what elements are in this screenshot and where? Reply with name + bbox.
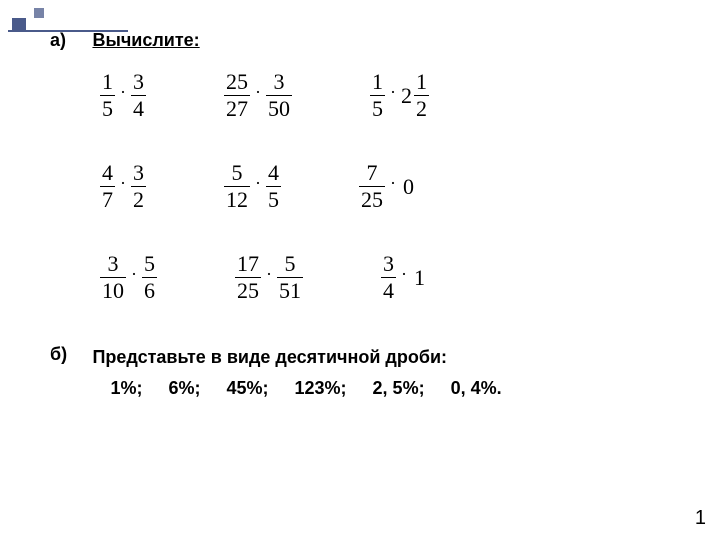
numerator: 3 — [381, 253, 396, 277]
numerator: 3 — [131, 71, 146, 95]
expression: 2527·350 — [224, 71, 292, 120]
denominator: 27 — [224, 95, 250, 120]
expression: 725·0 — [359, 162, 416, 211]
expression-row: 47·32512·45725·0 — [100, 162, 690, 211]
fraction: 15 — [370, 71, 385, 120]
multiply-dot: · — [115, 82, 131, 109]
denominator: 25 — [359, 186, 385, 211]
fraction: 551 — [277, 253, 303, 302]
integer: 1 — [412, 265, 427, 291]
expression: 34·1 — [381, 253, 427, 302]
square-icon-small — [34, 8, 44, 18]
percent-value: 0, 4%. — [451, 378, 502, 398]
section-b-title: Представьте в виде десятичной дроби: — [92, 347, 447, 367]
numerator: 1 — [100, 71, 115, 95]
expression: 1725·551 — [235, 253, 303, 302]
section-a: а) Вычислите: 15·342527·35015·21247·3251… — [50, 30, 690, 302]
percent-value: 6%; — [168, 378, 200, 398]
numerator: 5 — [283, 253, 298, 277]
mixed-number: 212 — [401, 71, 429, 120]
fraction: 45 — [266, 162, 281, 211]
denominator: 6 — [142, 277, 157, 302]
expression: 512·45 — [224, 162, 281, 211]
numerator: 3 — [106, 253, 121, 277]
denominator: 7 — [100, 186, 115, 211]
denominator: 4 — [381, 277, 396, 302]
denominator: 2 — [414, 95, 429, 120]
percent-list: 1%; 6%; 45%; 123%; 2, 5%; 0, 4%. — [110, 375, 527, 402]
numerator: 25 — [224, 71, 250, 95]
percent-value: 45%; — [226, 378, 268, 398]
fraction: 512 — [224, 162, 250, 211]
multiply-dot: · — [261, 264, 277, 291]
numerator: 5 — [230, 162, 245, 186]
denominator: 4 — [131, 95, 146, 120]
expression-row: 15·342527·35015·212 — [100, 71, 690, 120]
expression: 310·56 — [100, 253, 157, 302]
fraction: 725 — [359, 162, 385, 211]
denominator: 2 — [131, 186, 146, 211]
section-a-title: Вычислите: — [92, 30, 199, 51]
fraction: 12 — [414, 71, 429, 120]
numerator: 17 — [235, 253, 261, 277]
expression-grid: 15·342527·35015·21247·32512·45725·0310·5… — [100, 71, 690, 302]
fraction: 32 — [131, 162, 146, 211]
multiply-dot: · — [385, 173, 401, 200]
denominator: 51 — [277, 277, 303, 302]
numerator: 3 — [131, 162, 146, 186]
fraction: 350 — [266, 71, 292, 120]
fraction: 15 — [100, 71, 115, 120]
numerator: 3 — [272, 71, 287, 95]
section-a-label: а) — [50, 30, 88, 51]
numerator: 1 — [414, 71, 429, 95]
denominator: 50 — [266, 95, 292, 120]
whole-part: 2 — [401, 83, 414, 109]
denominator: 10 — [100, 277, 126, 302]
fraction: 2527 — [224, 71, 250, 120]
denominator: 5 — [100, 95, 115, 120]
expression: 47·32 — [100, 162, 146, 211]
expression: 15·212 — [370, 71, 429, 120]
numerator: 1 — [370, 71, 385, 95]
corner-decoration — [8, 8, 128, 32]
denominator: 25 — [235, 277, 261, 302]
percent-value: 1%; — [110, 378, 142, 398]
numerator: 4 — [266, 162, 281, 186]
expression: 15·34 — [100, 71, 146, 120]
fraction: 56 — [142, 253, 157, 302]
denominator: 12 — [224, 186, 250, 211]
section-b-label: б) — [50, 344, 88, 365]
multiply-dot: · — [385, 82, 401, 109]
multiply-dot: · — [115, 173, 131, 200]
page-number: 1 — [695, 507, 706, 530]
section-b-text: Представьте в виде десятичной дроби: 1%;… — [92, 344, 527, 402]
denominator: 5 — [370, 95, 385, 120]
fraction: 1725 — [235, 253, 261, 302]
expression-row: 310·561725·55134·1 — [100, 253, 690, 302]
fraction: 34 — [381, 253, 396, 302]
multiply-dot: · — [250, 173, 266, 200]
fraction: 34 — [131, 71, 146, 120]
numerator: 4 — [100, 162, 115, 186]
numerator: 7 — [365, 162, 380, 186]
section-b: б) Представьте в виде десятичной дроби: … — [50, 344, 690, 402]
percent-value: 123%; — [295, 378, 347, 398]
percent-value: 2, 5%; — [373, 378, 425, 398]
denominator: 5 — [266, 186, 281, 211]
numerator: 5 — [142, 253, 157, 277]
content: а) Вычислите: 15·342527·35015·21247·3251… — [50, 30, 690, 402]
multiply-dot: · — [250, 82, 266, 109]
multiply-dot: · — [126, 264, 142, 291]
fraction: 310 — [100, 253, 126, 302]
integer: 0 — [401, 174, 416, 200]
fraction: 47 — [100, 162, 115, 211]
multiply-dot: · — [396, 264, 412, 291]
